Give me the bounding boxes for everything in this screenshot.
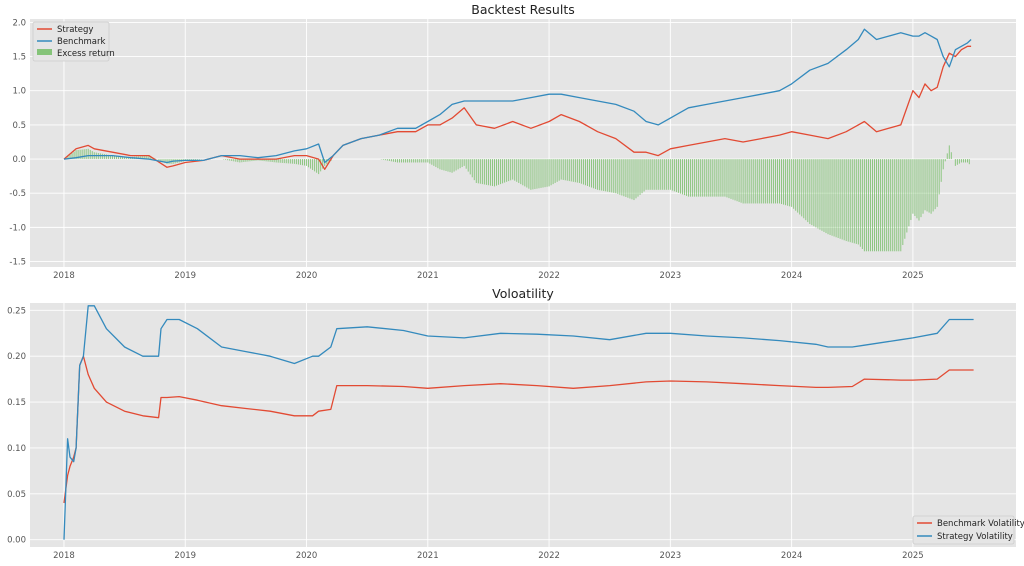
y-tick-label: 0.05 — [7, 490, 26, 500]
x-tick-label: 2022 — [538, 551, 560, 561]
excess-return-bars — [65, 145, 970, 252]
x-tick-labels: 2018 2019 2020 2021 2022 2023 2024 2025 — [53, 551, 924, 561]
legend-label-strategy-volatility: Strategy Volatility — [937, 532, 1013, 542]
chart-title: Voloatility — [492, 286, 554, 301]
x-tick-label: 2019 — [174, 271, 196, 281]
y-tick-label: 0.00 — [7, 536, 26, 546]
legend-label-strategy: Strategy — [57, 25, 93, 35]
series-line-benchmark — [63, 28, 972, 164]
x-tick-label: 2020 — [296, 271, 318, 281]
legend-label-benchmark-volatility: Benchmark Volatility — [937, 519, 1024, 529]
legend-box — [912, 515, 1015, 545]
y-tick-label: 0.10 — [7, 444, 26, 454]
y-tick-label: 0.25 — [7, 306, 26, 316]
legend: Benchmark Volatility Strategy Volatility — [912, 515, 1024, 545]
y-tick-label: 0.15 — [7, 398, 26, 408]
x-tick-label: 2021 — [417, 271, 439, 281]
legend-label-benchmark: Benchmark — [57, 37, 105, 47]
plot-area — [30, 19, 1016, 267]
x-tick-label: 2025 — [902, 551, 924, 561]
series-lines — [63, 28, 972, 170]
series-lines — [63, 305, 974, 540]
series-line-benchmark-volatility — [63, 355, 974, 504]
x-tick-label: 2021 — [417, 551, 439, 561]
chart-title: Backtest Results — [471, 2, 574, 17]
y-tick-label: 0.5 — [12, 121, 26, 131]
y-tick-labels: 0.00 0.05 0.10 0.15 0.20 0.25 — [7, 306, 26, 545]
x-tick-label: 2019 — [174, 551, 196, 561]
x-tick-label: 2023 — [660, 271, 682, 281]
y-tick-label: -0.5 — [9, 189, 26, 199]
grid — [30, 19, 1016, 267]
y-tick-label: 0.0 — [12, 155, 26, 165]
y-tick-label: 1.5 — [12, 53, 26, 63]
y-tick-label: 1.0 — [12, 87, 26, 97]
plot-area — [30, 303, 1016, 547]
y-tick-label: -1.0 — [9, 223, 26, 233]
series-line-strategy-volatility — [63, 305, 974, 540]
x-tick-label: 2024 — [781, 271, 803, 281]
x-tick-label: 2018 — [53, 271, 75, 281]
x-tick-labels: 2018 2019 2020 2021 2022 2023 2024 2025 — [53, 271, 924, 281]
grid — [30, 303, 1016, 547]
y-tick-label: -1.5 — [9, 258, 26, 268]
legend-swatch-excess-return — [37, 49, 52, 55]
x-tick-label: 2018 — [53, 551, 75, 561]
y-tick-labels: -1.5 -1.0 -0.5 0.0 0.5 1.0 1.5 2.0 — [9, 18, 26, 267]
y-tick-label: 0.20 — [7, 352, 26, 362]
chart-volatility: Voloatility 0.00 0.05 0.10 0.15 0.20 0.25 201… — [7, 286, 1024, 561]
x-tick-label: 2025 — [902, 271, 924, 281]
x-tick-label: 2022 — [538, 271, 560, 281]
legend: Strategy Benchmark Excess return — [32, 21, 115, 62]
x-tick-label: 2024 — [781, 551, 803, 561]
legend-label-excess-return: Excess return — [57, 49, 115, 59]
chart-backtest-results: Backtest Results -1.5 -1.0 -0.5 0.0 0.5 1.0 1.… — [9, 2, 1016, 281]
y-tick-label: 2.0 — [12, 18, 26, 28]
x-tick-label: 2020 — [296, 551, 318, 561]
x-tick-label: 2023 — [660, 551, 682, 561]
